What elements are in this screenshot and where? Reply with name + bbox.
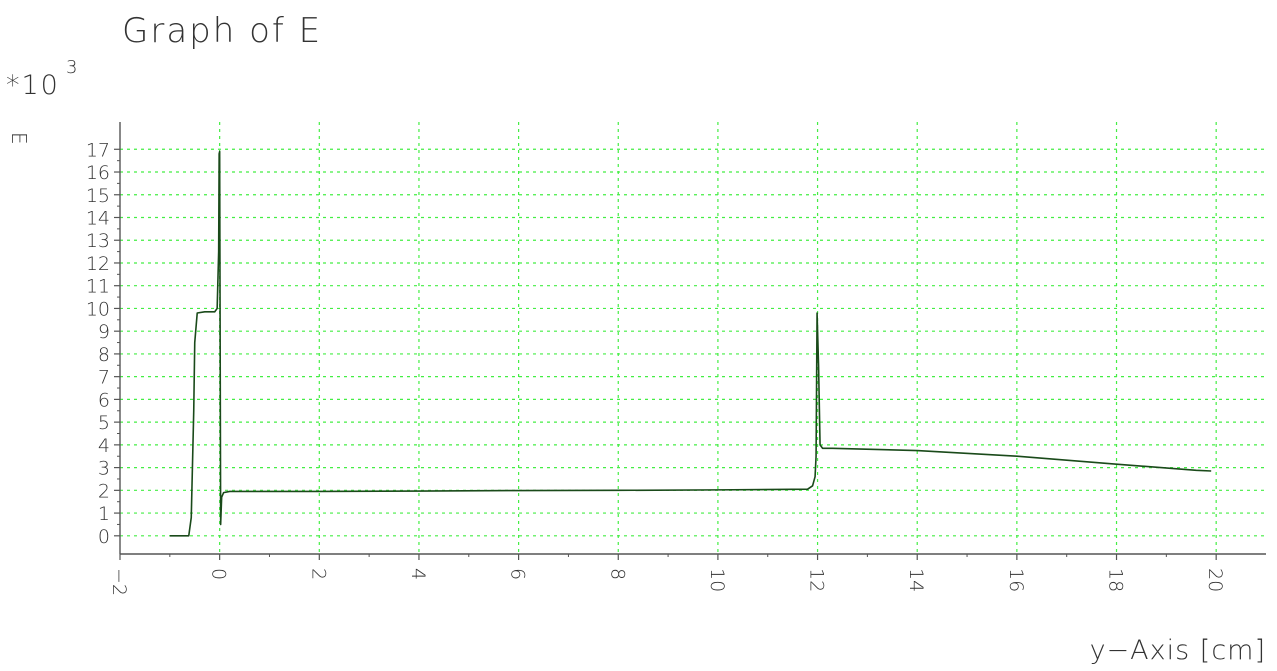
y-tick-label: 11 bbox=[86, 276, 110, 298]
y-tick-label: 10 bbox=[86, 298, 110, 320]
y-tick-label: 16 bbox=[86, 162, 110, 184]
y-tick-label: 5 bbox=[98, 412, 110, 434]
y-tick-label: 7 bbox=[98, 367, 110, 389]
chart-title: Graph of E bbox=[122, 11, 322, 51]
axes bbox=[114, 122, 1266, 560]
x-tick-label: 6 bbox=[507, 568, 529, 580]
y-tick-label: 9 bbox=[98, 321, 110, 343]
x-tick-label: 12 bbox=[806, 568, 828, 592]
x-tick-label: 0 bbox=[208, 568, 230, 580]
x-tick-label: 10 bbox=[706, 568, 728, 592]
y-tick-label: 12 bbox=[86, 253, 110, 275]
x-tick-label: 16 bbox=[1005, 568, 1027, 592]
x-tick-label: 18 bbox=[1105, 568, 1127, 592]
y-tick-label: 8 bbox=[98, 344, 110, 366]
y-multiplier: *10 bbox=[6, 70, 60, 101]
series bbox=[169, 150, 1212, 537]
y-multiplier-exponent: 3 bbox=[66, 57, 77, 78]
y-tick-label: 13 bbox=[86, 230, 110, 252]
x-tick-label: 14 bbox=[905, 568, 927, 592]
y-tick-label: 4 bbox=[98, 435, 110, 457]
y-tick-label: 2 bbox=[98, 480, 110, 502]
grid bbox=[120, 122, 1266, 554]
series-line-E bbox=[169, 150, 1212, 537]
y-tick-label: 3 bbox=[98, 458, 110, 480]
x-tick-label: 4 bbox=[407, 568, 429, 580]
y-axis-label: E bbox=[7, 132, 31, 145]
y-tick-label: 6 bbox=[98, 389, 110, 411]
x-tick-label: 2 bbox=[307, 568, 329, 580]
y-tick-label: 1 bbox=[98, 503, 110, 525]
x-tick-label: 20 bbox=[1204, 568, 1226, 592]
y-tick-label: 14 bbox=[86, 207, 110, 229]
x-tick-label: 8 bbox=[606, 568, 628, 580]
y-tick-label: 15 bbox=[86, 185, 110, 207]
x-tick-label: −2 bbox=[108, 568, 130, 596]
x-axis-label: y−Axis [cm] bbox=[1090, 635, 1266, 666]
y-tick-label: 0 bbox=[98, 526, 110, 548]
y-tick-label: 17 bbox=[86, 139, 110, 161]
